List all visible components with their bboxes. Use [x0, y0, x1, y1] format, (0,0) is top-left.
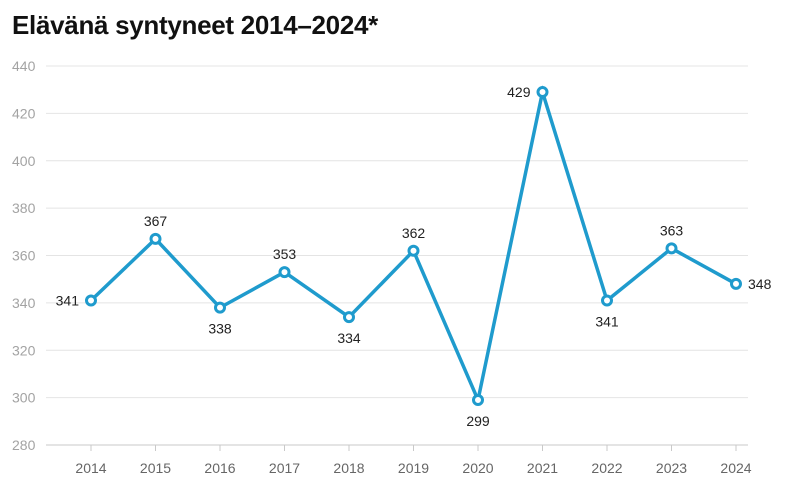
data-label: 341	[56, 293, 80, 309]
data-label: 353	[273, 246, 297, 262]
chart-title: Elävänä syntyneet 2014–2024*	[12, 10, 378, 40]
data-point	[278, 266, 291, 279]
data-point	[343, 311, 355, 324]
y-tick-label: 280	[12, 437, 36, 453]
data-point	[472, 393, 484, 406]
data-label: 429	[507, 84, 531, 100]
data-point	[214, 301, 226, 314]
data-point	[85, 294, 97, 307]
x-tick-label: 2018	[333, 460, 364, 476]
data-point	[665, 242, 678, 255]
gridlines	[46, 65, 748, 446]
data-point	[407, 244, 420, 257]
y-tick-label: 360	[12, 248, 36, 264]
x-tick-label: 2019	[398, 460, 429, 476]
x-tick-label: 2024	[720, 460, 751, 476]
data-label: 341	[595, 314, 619, 330]
data-point	[536, 86, 549, 99]
y-tick-label: 300	[12, 390, 36, 406]
y-tick-label: 340	[12, 295, 36, 311]
x-tick-label: 2021	[527, 460, 558, 476]
y-tick-label: 440	[12, 58, 36, 74]
data-point	[601, 294, 613, 307]
data-label: 348	[748, 276, 772, 292]
y-tick-label: 400	[12, 153, 36, 169]
data-labels: 341 367 338 353 334 362 299 429 341 363 348	[56, 84, 772, 429]
x-axis: 2014 2015 2016 2017 2018 2019 2020 2021 2022 2023…	[75, 445, 752, 476]
data-label: 338	[208, 321, 232, 337]
y-tick-label: 420	[12, 105, 36, 121]
x-tick-label: 2022	[591, 460, 622, 476]
data-point	[730, 277, 742, 290]
y-axis: 280 300 320 340 360 380 400 420 440	[12, 58, 36, 453]
x-tick-label: 2023	[656, 460, 687, 476]
x-tick-label: 2014	[75, 460, 106, 476]
x-tick-label: 2020	[462, 460, 493, 476]
y-tick-label: 380	[12, 200, 36, 216]
data-label: 362	[402, 225, 426, 241]
y-tick-label: 320	[12, 342, 36, 358]
x-tick-label: 2016	[204, 460, 235, 476]
data-label: 299	[466, 413, 490, 429]
data-label: 363	[660, 222, 684, 238]
data-point	[149, 232, 162, 245]
x-tick-label: 2017	[269, 460, 300, 476]
x-tick-label: 2015	[140, 460, 171, 476]
data-label: 367	[144, 213, 168, 229]
series	[85, 85, 742, 406]
data-label: 334	[337, 330, 361, 346]
